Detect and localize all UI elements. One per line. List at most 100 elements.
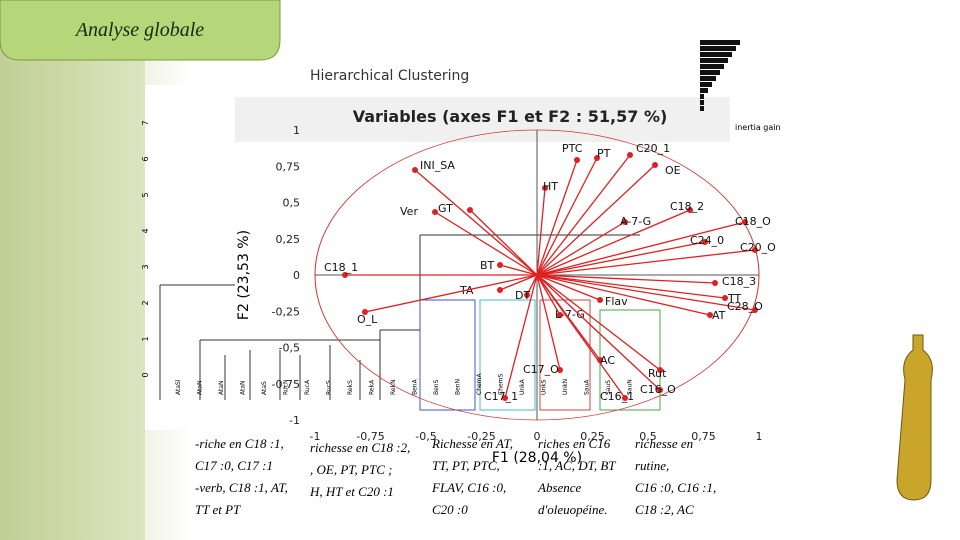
variable-label: BT: [480, 259, 495, 272]
variable-label: OE: [665, 164, 681, 177]
loading-vector: [536, 157, 598, 276]
variable-label: C20_O: [740, 241, 776, 254]
variable-label: PTC: [562, 142, 583, 155]
loading-point: [712, 280, 718, 286]
loading-vector: [504, 274, 538, 399]
note-text: C16 :0, C16 :1,: [635, 480, 716, 495]
leaf-label: SauA: [584, 379, 591, 395]
leaf-label: SauS: [605, 380, 612, 395]
variable-label: DT: [515, 289, 530, 302]
leaf-label: UnkA: [519, 378, 526, 395]
y-tick-label: 0: [293, 269, 300, 282]
y-tick-label: -0,75: [272, 378, 300, 391]
leaf-label: UnkN: [562, 379, 569, 395]
loading-vector: [536, 274, 726, 299]
variable-label: C18_3: [722, 275, 756, 288]
loading-point: [432, 209, 438, 215]
x-tick-label: 0: [534, 430, 541, 443]
y-tick-label: 0,25: [276, 233, 301, 246]
cluster-box: [419, 299, 476, 411]
dendrogram-tick: 5: [141, 192, 150, 197]
dendrogram-panel: [145, 85, 785, 430]
variable-label: Flav: [605, 295, 628, 308]
loading-vector: [536, 187, 546, 276]
leaf-label: AtaN: [197, 380, 204, 395]
slide-title: Analyse globale: [74, 19, 204, 41]
loading-point: [542, 185, 548, 191]
dendrogram-tick: 3: [141, 264, 150, 269]
loading-point: [557, 367, 563, 373]
note-text: d'oleuopéine.: [538, 502, 608, 517]
dendrogram-links: [159, 234, 640, 400]
variable-label: GT: [438, 202, 453, 215]
loading-vector: [536, 274, 756, 311]
dendrogram-title: Hierarchical Clustering: [310, 68, 469, 84]
variable-label: C20_1: [636, 142, 670, 155]
title-box: [0, 0, 281, 61]
note-text: TT et PT: [195, 502, 241, 517]
inertia-bar: [700, 52, 732, 57]
note-text: richesse en: [635, 436, 693, 451]
loading-point: [742, 219, 748, 225]
oil-bottle: [896, 334, 933, 501]
variable-label: Rut: [648, 367, 667, 380]
leaf-label: AtaS: [261, 381, 268, 395]
loading-point: [497, 287, 503, 293]
loading-point: [574, 157, 580, 163]
note-text: C20 :0: [432, 502, 468, 517]
loading-point: [502, 395, 508, 401]
loading-vector: [526, 274, 538, 296]
y-axis-label: F2 (23,53 %): [236, 230, 252, 320]
variable-label: Ver: [400, 205, 418, 218]
biplot-title: Variables (axes F1 et F2 : 51,57 %): [353, 107, 668, 126]
loading-vector: [536, 274, 561, 371]
leaf-label: BenN: [455, 379, 462, 395]
dendrogram-tick: 6: [141, 156, 150, 161]
loading-vector: [536, 154, 631, 276]
loading-vector: [364, 274, 538, 313]
leaf-label: RekA: [369, 379, 376, 395]
note-text: Absence: [537, 480, 582, 495]
loading-vector: [414, 169, 538, 276]
note-text: :1, AC, DT, BT: [538, 458, 616, 473]
variable-label: AT: [712, 309, 726, 322]
dendrogram-tick: 1: [141, 336, 150, 341]
leaf-label: AtaN: [240, 380, 247, 395]
leaf-label: AtaSl: [175, 379, 182, 395]
leaf-label: RucA: [304, 379, 311, 395]
variable-label: HT: [543, 180, 558, 193]
variable-label: A-7-G: [620, 215, 651, 228]
note-text: riches en C16: [538, 436, 611, 451]
inertia-bar: [700, 94, 704, 99]
loading-point: [722, 295, 728, 301]
y-tick-label: 0,5: [283, 197, 301, 210]
variable-label: C18_O: [735, 215, 771, 228]
loading-point: [362, 309, 368, 315]
leaf-label: ChemS: [498, 373, 505, 395]
left-band: [0, 0, 145, 540]
loading-point: [657, 387, 663, 393]
x-tick-label: 1: [756, 430, 763, 443]
loading-vector: [469, 209, 538, 276]
inertia-bar: [700, 64, 724, 69]
leaf-label: RekN: [390, 379, 397, 395]
leaf-label: BenA: [412, 378, 419, 395]
leaf-label: BenS: [433, 379, 440, 395]
leaf-label: ChemA: [476, 372, 483, 395]
dendrogram-tick: 4: [141, 228, 150, 233]
variable-label: C17_1: [484, 390, 518, 403]
loading-point: [524, 292, 530, 298]
loading-vector: [499, 274, 538, 291]
x-tick-label: -1: [310, 430, 321, 443]
loading-vector: [536, 249, 756, 276]
note-text: richesse en C18 :2,: [310, 440, 410, 455]
leaf-label: RucN: [283, 380, 290, 396]
variable-label: C24_0: [690, 234, 724, 247]
loading-vector: [536, 164, 656, 276]
leaf-label: SauN: [627, 379, 634, 395]
loading-vector: [536, 274, 711, 316]
variable-label: O_L: [357, 313, 378, 326]
loading-vector: [536, 274, 716, 284]
cluster-box: [479, 299, 536, 411]
note-text: Richesse en AT,: [431, 436, 513, 451]
